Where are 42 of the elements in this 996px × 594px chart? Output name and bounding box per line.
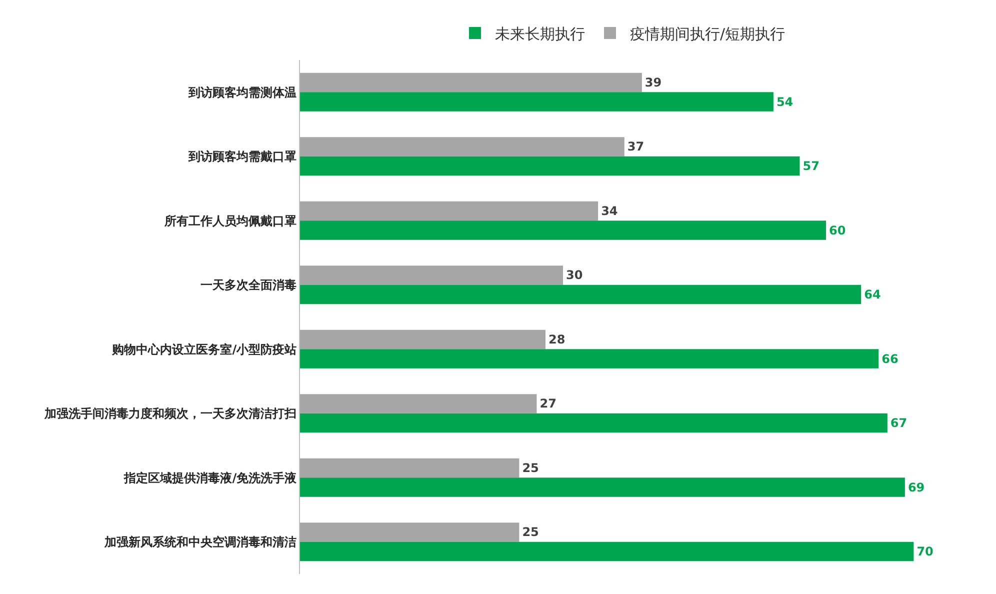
bar [300, 156, 800, 176]
data-label: 28 [548, 332, 566, 346]
y-tick-label: 一天多次全面消毒 [200, 278, 297, 292]
bar [300, 522, 520, 542]
bar [300, 330, 546, 350]
bar [300, 478, 905, 497]
y-tick-label: 购物中心内设立医务室/小型防疫站 [111, 342, 297, 356]
data-label: 39 [644, 75, 662, 90]
legend-label: 未来长期执行 [495, 24, 585, 43]
data-label: 34 [601, 204, 618, 218]
bar [300, 458, 520, 478]
bar [300, 413, 888, 433]
data-label: 60 [829, 223, 846, 238]
y-tick-label: 到访顾客均需戴口罩 [188, 150, 297, 164]
data-label: 57 [802, 159, 820, 174]
bar [300, 349, 879, 368]
data-label: 64 [864, 288, 881, 302]
data-label: 66 [882, 352, 898, 366]
data-label: 27 [540, 396, 556, 411]
y-tick-label: 加强洗手间消毒力度和频次，一天多次清洁打扫 [44, 406, 297, 421]
bar [300, 201, 598, 221]
data-label: 25 [522, 525, 539, 540]
data-label: 30 [566, 268, 583, 282]
data-label: 67 [890, 416, 908, 430]
bar [300, 394, 537, 414]
bar [300, 266, 564, 285]
bar [300, 284, 862, 304]
bar [300, 542, 914, 562]
bar [300, 220, 826, 240]
data-label: 70 [916, 544, 934, 559]
data-label: 54 [776, 94, 794, 109]
data-label: 37 [627, 140, 644, 154]
y-tick-label: 到访顾客均需测体温 [188, 85, 297, 100]
bar [300, 137, 624, 156]
data-label: 25 [522, 460, 539, 475]
data-label: 69 [908, 480, 925, 494]
legend-label: 疫情期间执行/短期执行 [630, 24, 786, 43]
y-tick-label: 指定区域提供消毒液/免洗洗手液 [123, 470, 298, 485]
bar [300, 92, 774, 112]
bar [300, 72, 642, 92]
y-tick-label: 所有工作人员均佩戴口罩 [164, 214, 297, 228]
y-tick-label: 加强新风系统和中央空调消毒和清洁 [104, 535, 297, 550]
